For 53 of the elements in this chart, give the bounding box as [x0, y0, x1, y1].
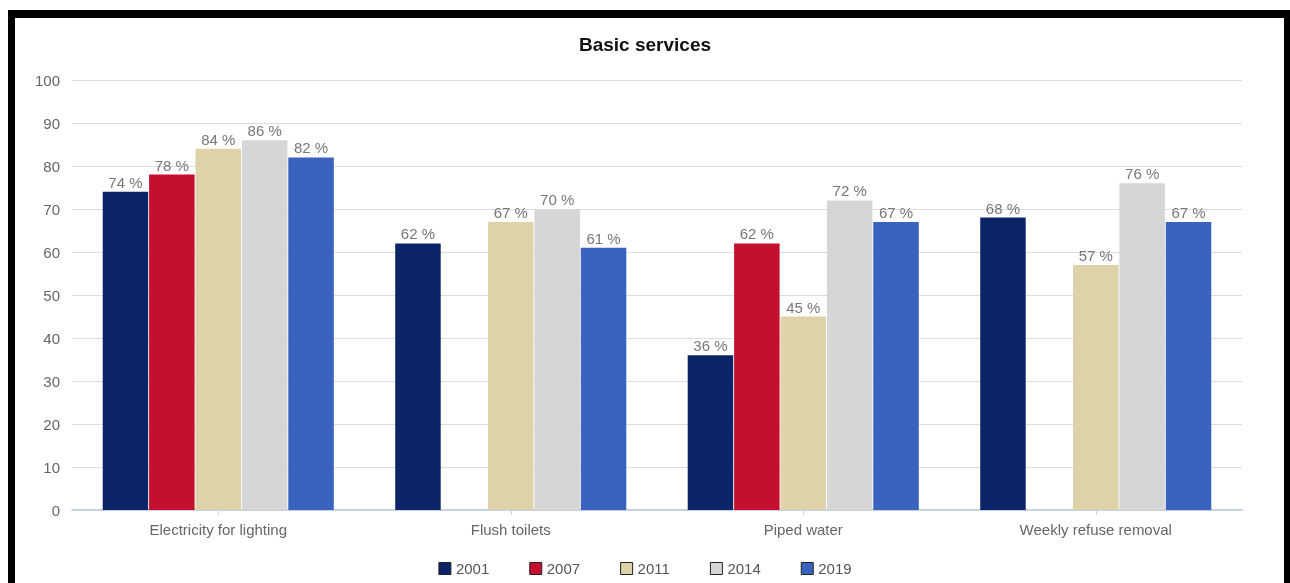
data-label: 62 % [739, 225, 774, 243]
x-tick-label: Weekly refuse removal [1019, 521, 1172, 538]
legend-label: 2011 [637, 560, 670, 577]
x-tick-label: Piped water [763, 521, 843, 538]
data-label: 84 % [201, 130, 236, 148]
y-tick-label: 100 [34, 71, 60, 89]
y-tick-label: 80 [43, 157, 60, 175]
data-label: 62 % [400, 225, 436, 243]
data-label: 68 % [985, 199, 1021, 217]
bar [395, 243, 441, 510]
bar [1073, 264, 1119, 510]
data-label: 67 % [493, 203, 528, 221]
data-label: 67 % [878, 203, 914, 221]
data-label: 70 % [540, 191, 575, 208]
data-label: 72 % [832, 182, 867, 200]
x-tick-label: Electricity for lighting [149, 521, 288, 538]
bar [687, 355, 734, 510]
bar [580, 247, 627, 510]
bar [1165, 221, 1212, 510]
bar [149, 174, 195, 510]
legend-label: 2014 [727, 560, 761, 577]
data-label: 76 % [1125, 165, 1160, 183]
data-label: 67 % [1171, 203, 1206, 221]
bar [734, 243, 780, 510]
y-tick-label: 40 [43, 329, 60, 347]
data-label: 74 % [108, 173, 143, 191]
data-label: 86 % [247, 122, 282, 140]
legend-label: 2019 [818, 560, 852, 577]
y-tick-label: 50 [43, 286, 60, 304]
data-label: 45 % [786, 298, 821, 316]
chart-title: Basic services [578, 34, 712, 55]
data-label: 57 % [1078, 246, 1113, 264]
y-tick-label: 60 [43, 243, 60, 261]
data-label: 82 % [293, 139, 329, 157]
data-label: 78 % [154, 156, 189, 174]
bar [102, 191, 149, 510]
bar [873, 221, 919, 510]
y-tick-label: 90 [43, 114, 60, 132]
y-tick-label: 30 [43, 372, 60, 390]
bar [195, 148, 241, 510]
data-label: 61 % [586, 229, 621, 247]
bar [780, 316, 826, 510]
y-tick-label: 10 [43, 458, 60, 476]
legend-label: 2001 [455, 560, 490, 577]
legend-label: 2007 [546, 560, 581, 577]
bar [488, 221, 534, 510]
y-tick-label: 0 [51, 501, 60, 519]
y-tick-label: 70 [43, 200, 60, 218]
bar [980, 217, 1026, 510]
x-tick-label: Flush toilets [470, 521, 551, 538]
data-label: 36 % [693, 337, 728, 355]
y-tick-label: 20 [43, 415, 60, 433]
bar [288, 157, 334, 510]
